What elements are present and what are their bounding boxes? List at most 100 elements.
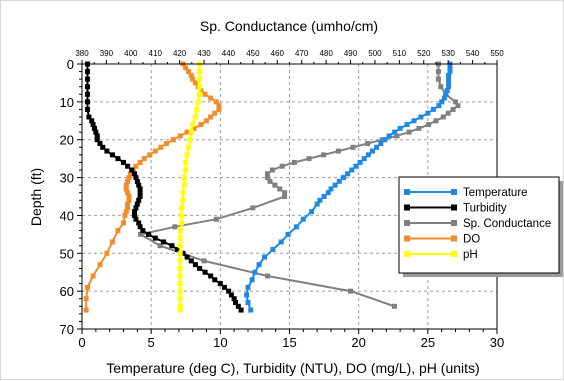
series-line-ph: [179, 64, 201, 311]
x2-tick-label: 440: [222, 49, 236, 58]
data-point-do: [83, 296, 89, 302]
data-point-temperature: [309, 209, 315, 215]
data-point-sp-conductance: [453, 99, 458, 105]
x2-tick-label: 550: [490, 49, 504, 58]
data-point-temperature: [370, 148, 375, 154]
data-point-temperature: [404, 122, 410, 128]
data-point-temperature: [378, 141, 384, 146]
data-point-do: [170, 137, 176, 143]
data-point-sp-conductance: [172, 224, 178, 230]
data-point-temperature: [349, 167, 355, 173]
data-point-ph: [197, 84, 203, 90]
data-point-ph: [177, 250, 183, 256]
data-point-do: [126, 194, 132, 199]
legend-marker-ph: [451, 251, 457, 257]
data-point-temperature: [285, 231, 291, 237]
legend-label-sp-conductance: Sp. Conductance: [463, 218, 551, 230]
x2-tick-label: 380: [75, 49, 89, 58]
legend-marker-do: [451, 235, 457, 242]
data-point-sp-conductance: [379, 137, 385, 143]
data-point-sp-conductance: [267, 178, 273, 184]
data-point-turbidity: [161, 239, 167, 245]
data-point-ph: [179, 205, 185, 211]
data-point-turbidity: [169, 243, 175, 249]
data-point-temperature: [447, 65, 453, 71]
data-point-ph: [181, 182, 187, 188]
legend-marker-ph: [404, 251, 410, 257]
series-turbidity: [85, 61, 244, 313]
data-point-sp-conductance: [265, 171, 271, 177]
data-point-turbidity: [132, 171, 138, 177]
data-point-do: [212, 110, 218, 116]
data-point-sp-conductance: [157, 243, 163, 249]
data-point-turbidity: [192, 262, 198, 268]
data-point-turbidity: [235, 303, 241, 309]
data-point-turbidity: [212, 277, 218, 283]
bottom-axis-title: Temperature (deg C), Turbidity (NTU), DO…: [106, 360, 479, 376]
data-point-do: [163, 141, 169, 146]
data-point-temperature: [245, 300, 251, 305]
data-point-turbidity: [221, 284, 227, 290]
x2-tick-label: 500: [368, 49, 382, 58]
x2-tick-label: 510: [393, 49, 407, 58]
data-point-do: [123, 209, 129, 215]
legend-marker-turbidity: [404, 204, 410, 211]
data-point-ph: [184, 152, 190, 158]
data-point-ph: [183, 159, 189, 165]
data-point-ph: [177, 296, 183, 302]
data-point-ph: [192, 114, 198, 120]
y-tick-label: 40: [60, 208, 74, 223]
data-point-do: [216, 106, 222, 112]
data-point-turbidity: [91, 125, 97, 131]
data-point-sp-conductance: [269, 167, 275, 173]
data-point-ph: [190, 122, 196, 128]
data-point-turbidity: [104, 148, 110, 154]
data-point-turbidity: [226, 288, 232, 294]
data-point-temperature: [436, 103, 442, 109]
data-point-ph: [187, 137, 193, 143]
data-point-temperature: [248, 307, 254, 313]
data-point-do: [184, 129, 190, 135]
data-point-do: [152, 148, 158, 154]
data-point-turbidity: [197, 265, 203, 271]
x2-tick-label: 490: [344, 49, 358, 58]
data-point-temperature: [278, 239, 284, 245]
legend-marker-do: [404, 235, 410, 242]
data-point-sp-conductance: [138, 231, 144, 237]
data-point-temperature: [441, 95, 447, 101]
data-point-turbidity: [233, 300, 239, 305]
x-tick-label: 20: [351, 335, 365, 350]
legend-items: Temperature Turbidity Sp. Conductance DO pH: [404, 187, 551, 261]
data-point-turbidity: [208, 273, 214, 279]
data-point-sp-conductance: [406, 129, 412, 135]
data-point-do: [85, 284, 91, 290]
data-point-temperature: [336, 178, 342, 184]
data-point-turbidity: [85, 91, 91, 97]
x2-tick-label: 450: [246, 49, 260, 58]
legend-label-ph: pH: [463, 249, 478, 261]
data-point-do: [121, 220, 126, 226]
data-point-sp-conductance: [440, 114, 446, 120]
data-point-sp-conductance: [433, 118, 439, 124]
data-point-ph: [197, 91, 203, 97]
data-point-ph: [177, 235, 183, 241]
data-point-turbidity: [115, 156, 121, 162]
data-point-ph: [197, 76, 203, 82]
data-point-sp-conductance: [282, 194, 288, 199]
data-point-temperature: [249, 277, 255, 283]
series-ph: [177, 61, 203, 313]
x2-tick-label: 470: [295, 49, 309, 58]
data-point-ph: [177, 243, 183, 249]
data-point-turbidity: [145, 231, 151, 237]
data-point-temperature: [425, 110, 431, 116]
data-point-sp-conductance: [265, 175, 271, 181]
data-point-ph: [179, 220, 185, 226]
data-point-turbidity: [85, 69, 91, 75]
data-point-sp-conductance: [291, 159, 297, 165]
data-point-do: [122, 212, 128, 218]
data-point-ph: [177, 273, 183, 279]
data-point-ph: [183, 167, 189, 173]
data-point-turbidity: [89, 118, 95, 124]
data-point-temperature: [262, 254, 268, 260]
